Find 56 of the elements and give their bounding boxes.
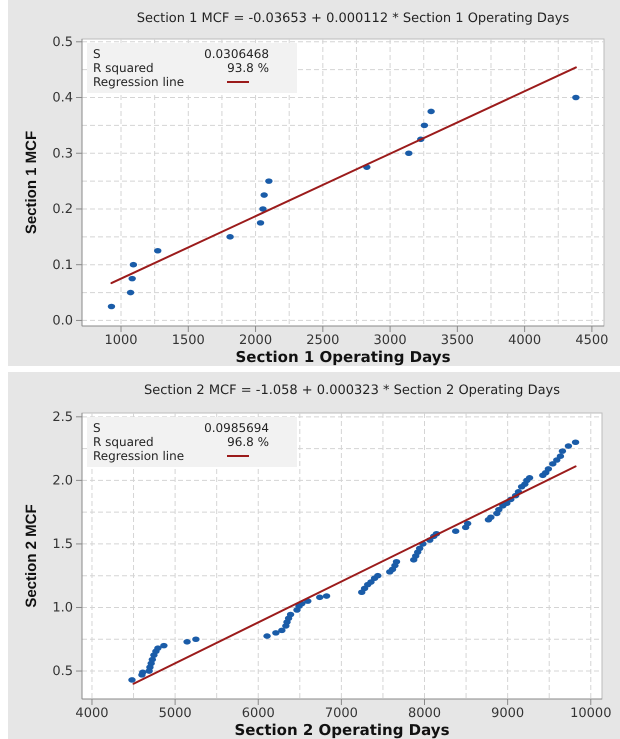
y-axis-title: Section 2 MCF <box>23 504 40 608</box>
x-tick-label: 2000 <box>239 333 272 348</box>
point <box>427 108 435 114</box>
y-tick-label: 0.3 <box>52 146 73 162</box>
x-tick-label: 6000 <box>242 706 275 722</box>
y-tick-label: 2.0 <box>52 474 73 489</box>
annotation: 0.0985694 <box>204 421 269 435</box>
point <box>128 276 136 282</box>
annotation: 0.0306468 <box>204 47 269 61</box>
x-tick-label: 4500 <box>575 333 608 348</box>
x-axis-title: Section 1 Operating Days <box>236 348 451 366</box>
x-axis-title: Section 2 Operating Days <box>234 721 450 739</box>
y-tick-label: 2.5 <box>52 410 73 425</box>
point <box>260 192 268 198</box>
x-tick-label: 1000 <box>104 333 138 348</box>
chart-title: Section 2 MCF = -1.058 + 0.000323 * Section 2 Operating Days <box>144 383 560 398</box>
annotation: 93.8 % <box>227 61 269 75</box>
y-tick-label: 0.5 <box>52 664 73 680</box>
chart-title: Section 1 MCF = -0.03653 + 0.000112 * Section 1 Operating Days <box>136 11 570 26</box>
y-axis-title: Section 1 MCF <box>23 130 40 234</box>
point <box>405 150 412 156</box>
y-tick-label: 1.5 <box>52 537 73 552</box>
y-tick-label: 0.5 <box>52 34 73 50</box>
point <box>108 304 116 310</box>
x-tick-label: 2500 <box>306 333 340 348</box>
text: Regression line <box>93 449 184 463</box>
point <box>259 206 267 212</box>
x-tick-label: 8000 <box>408 706 442 722</box>
point <box>154 248 162 254</box>
annotation: R squared <box>93 435 154 449</box>
x-tick-label: 3000 <box>374 333 407 348</box>
x-tick-label: 4000 <box>508 333 542 348</box>
point <box>572 94 580 100</box>
annotation: 96.8 % <box>227 435 269 449</box>
x-tick-label: 5000 <box>158 706 192 722</box>
x-tick-label: 1500 <box>172 333 205 348</box>
x-tick-label: 3500 <box>440 333 474 348</box>
x-tick-label: 9000 <box>491 706 524 722</box>
y-tick-label: 0.0 <box>52 314 73 329</box>
point <box>420 122 428 128</box>
y-tick-label: 0.4 <box>52 90 73 106</box>
x-tick-label: 10000 <box>570 706 612 722</box>
annotation: S <box>93 421 101 435</box>
point <box>265 178 273 184</box>
point <box>130 262 138 268</box>
y-tick-label: 1.0 <box>52 600 73 616</box>
y-tick-label: 0.1 <box>52 258 73 273</box>
point <box>126 290 134 296</box>
point <box>226 234 234 240</box>
x-tick-label: 4000 <box>75 706 109 722</box>
annotation: S <box>93 47 101 61</box>
text: Regression line <box>93 75 184 89</box>
x-tick-label: 7000 <box>324 706 358 722</box>
annotation: R squared <box>93 61 154 75</box>
point <box>256 220 264 226</box>
y-tick-label: 0.2 <box>52 202 73 218</box>
